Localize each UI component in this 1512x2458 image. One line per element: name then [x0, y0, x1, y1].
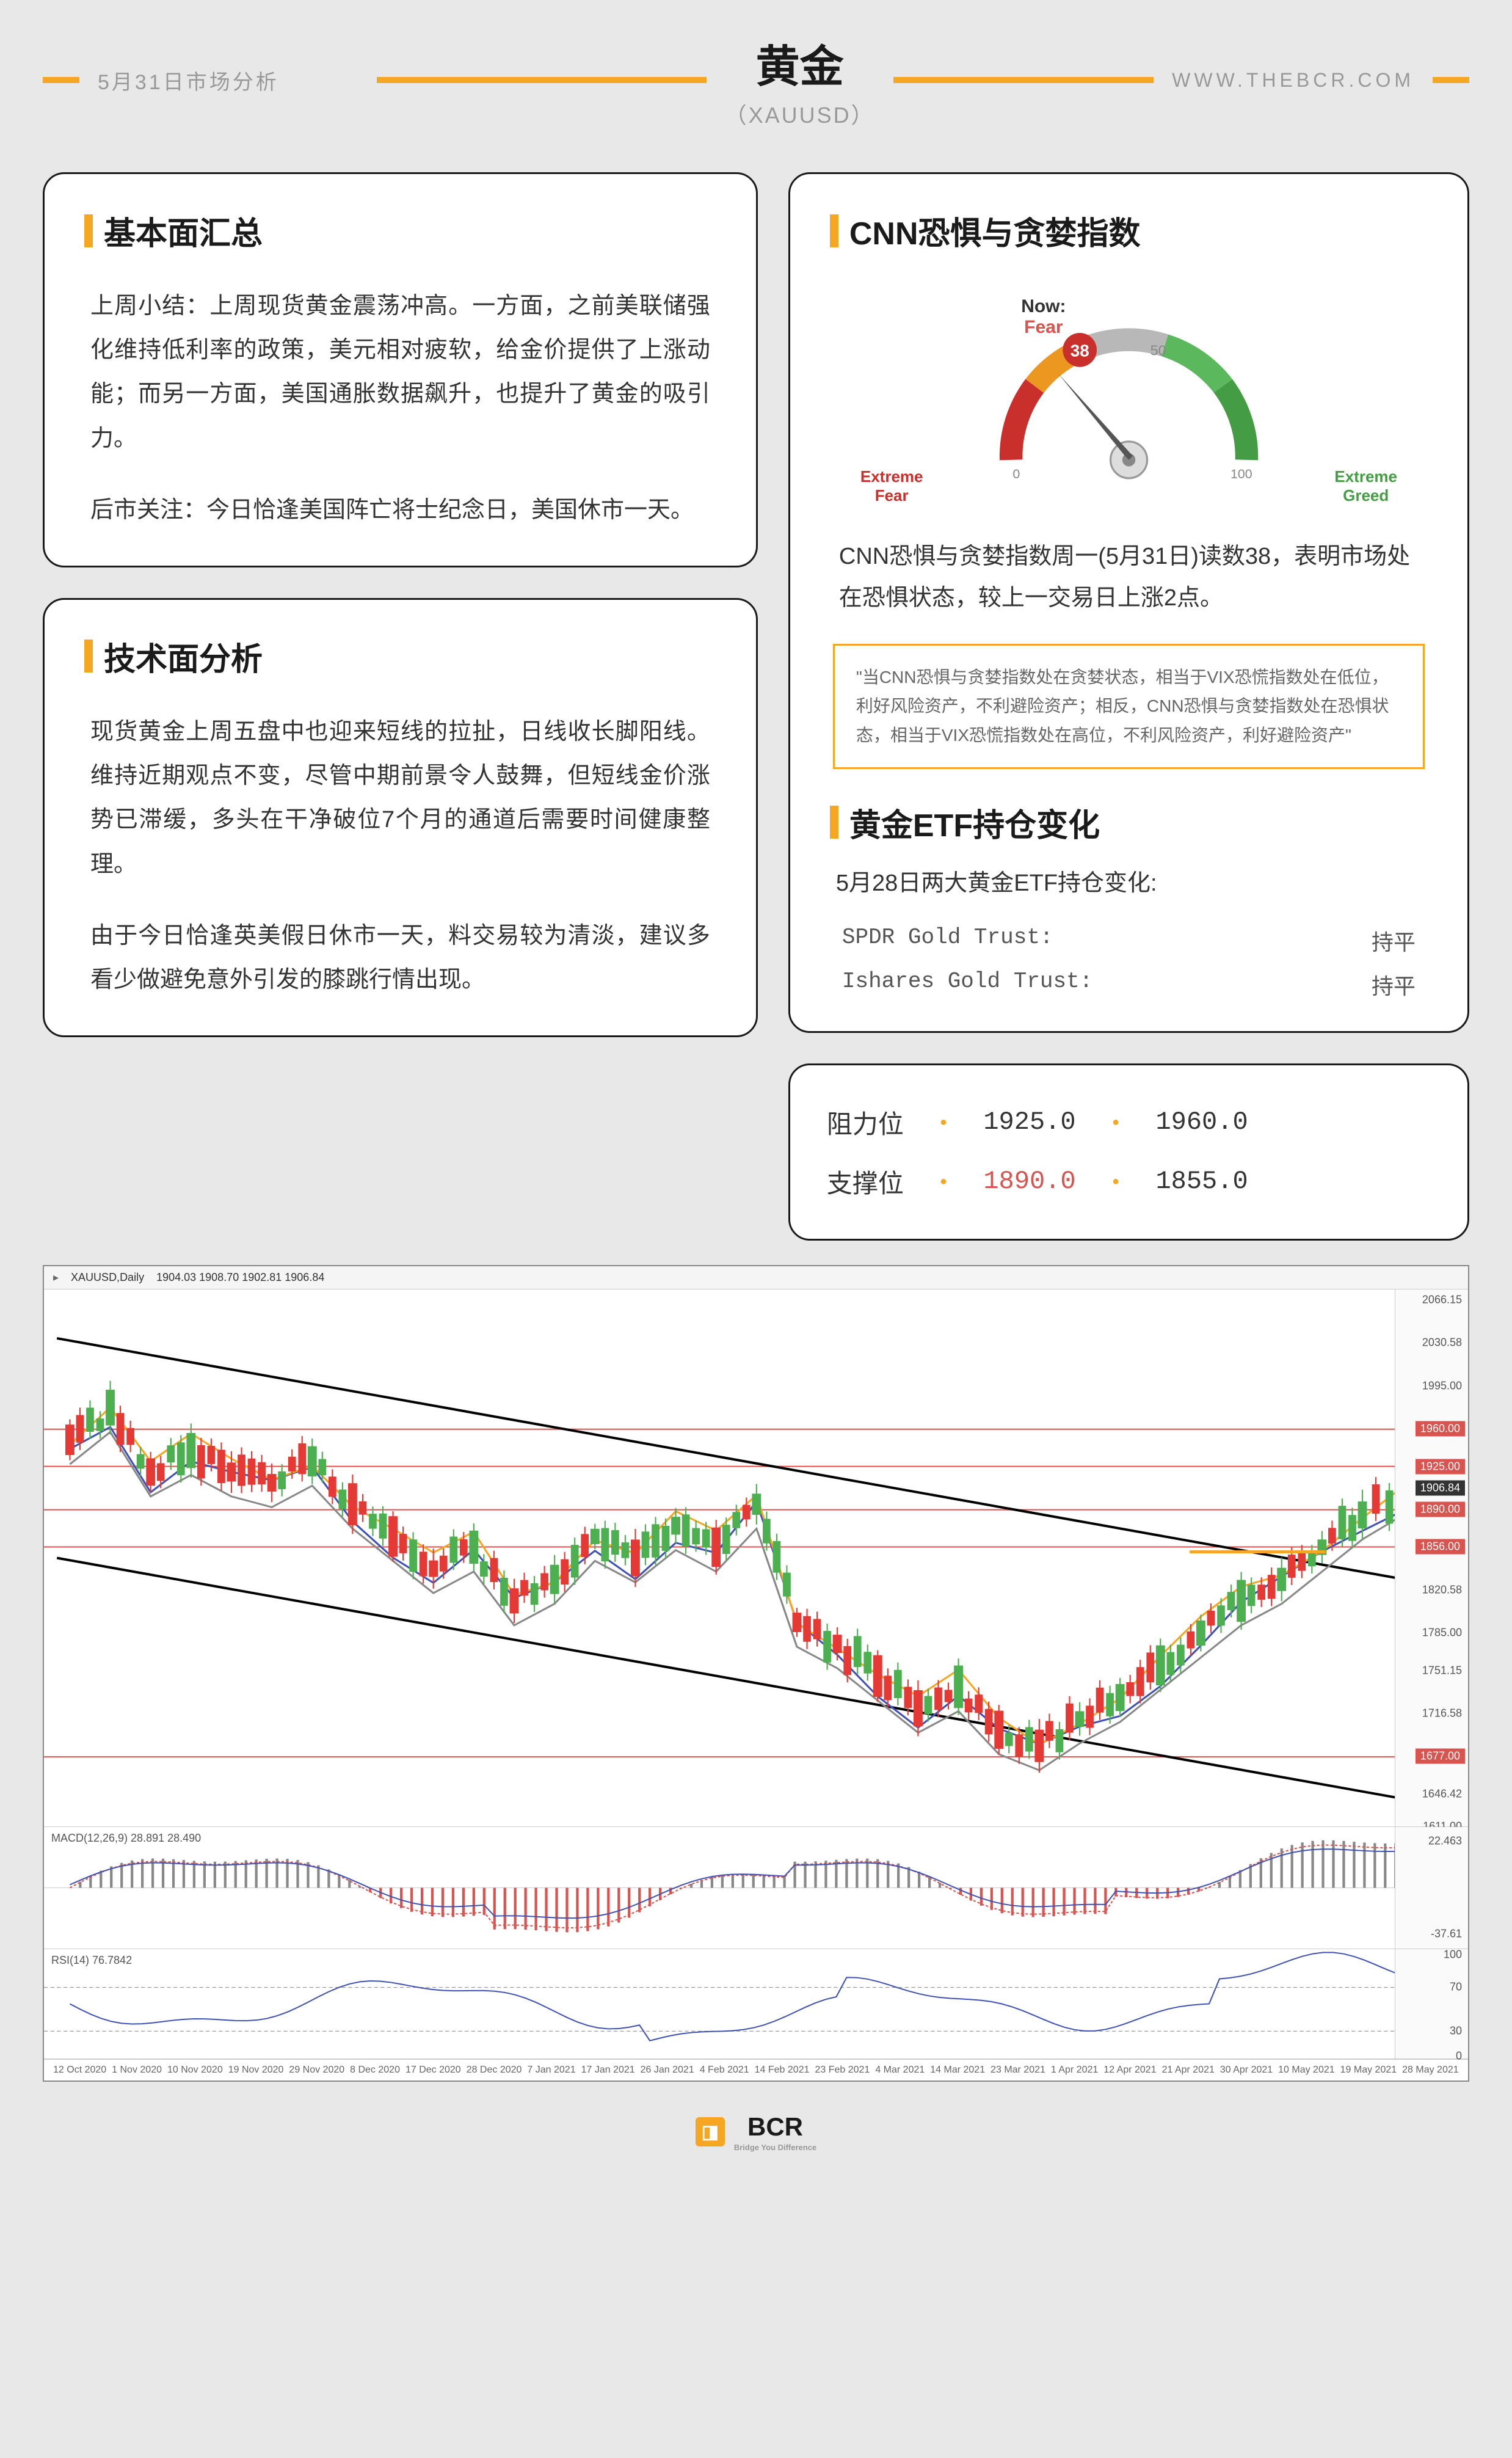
site-url: WWW.THEBCR.COM — [1172, 69, 1414, 92]
chart-symbol: XAUUSD,Daily — [71, 1271, 144, 1284]
accent-bar — [830, 214, 838, 247]
y-axis: 2066.152030.581995.001960.001925.001906.… — [1395, 1289, 1468, 1826]
rsi-chart — [44, 1949, 1468, 2059]
paragraph: 上周小结：上周现货黄金震荡冲高。一方面，之前美联储强化维持低利率的政策，美元相对… — [90, 284, 710, 461]
paragraph: 现货黄金上周五盘中也迎来短线的拉扯，日线收长脚阳线。维持近期观点不变，尽管中期前… — [90, 710, 710, 886]
page-title: 黄金 — [725, 31, 875, 95]
bullet-icon: ● — [940, 1175, 947, 1189]
fear-greed-gauge: Now: Fear 38 50 0 100 — [830, 284, 1428, 523]
brand-tagline: Bridge You Difference — [734, 2143, 816, 2152]
macd-chart — [44, 1827, 1468, 1949]
support-1: 1890.0 — [969, 1167, 1091, 1196]
fundamentals-card: 基本面汇总 上周小结：上周现货黄金震荡冲高。一方面，之前美联储强化维持低利率的政… — [43, 172, 758, 567]
y-axis: 22.463-37.61 — [1395, 1827, 1468, 1949]
extreme-greed-label: Extreme Greed — [1334, 467, 1397, 505]
resistance-2: 1960.0 — [1141, 1107, 1263, 1137]
date-axis: 12 Oct 20201 Nov 202010 Nov 202019 Nov 2… — [44, 2059, 1468, 2081]
chart-header: ▸ XAUUSD,Daily 1904.03 1908.70 1902.81 1… — [44, 1266, 1468, 1289]
gauge-svg: 38 50 0 100 — [848, 296, 1409, 480]
chart-ohlc: 1904.03 1908.70 1902.81 1906.84 — [156, 1271, 324, 1284]
gauge-value: 38 — [1070, 341, 1089, 360]
candlestick-chart — [44, 1289, 1468, 1826]
svg-text:0: 0 — [1012, 467, 1020, 480]
etf-subtitle: 5月28日两大黄金ETF持仓变化: — [836, 864, 1422, 897]
paragraph: 后市关注：今日恰逢美国阵亡将士纪念日，美国休市一天。 — [90, 488, 710, 532]
section-title: 基本面汇总 — [104, 208, 263, 253]
etf-row: Ishares Gold Trust:持平 — [830, 963, 1428, 1007]
page-footer: ◨ BCR Bridge You Difference — [43, 2112, 1469, 2152]
accent-bar — [84, 214, 93, 247]
resistance-label: 阻力位 — [827, 1104, 918, 1141]
section-title: 技术面分析 — [104, 633, 263, 679]
etf-row: SPDR Gold Trust:持平 — [830, 919, 1428, 963]
report-date: 5月31日市场分析 — [98, 65, 358, 95]
resistance-1: 1925.0 — [969, 1107, 1091, 1137]
levels-card: 阻力位 ● 1925.0 ● 1960.0 支撑位 ● 1890.0 ● 185… — [788, 1063, 1469, 1241]
rsi-panel: RSI(14) 76.7842 10070300 — [44, 1949, 1468, 2059]
page-header: 5月31日市场分析 黄金 （XAUUSD） WWW.THEBCR.COM — [43, 31, 1469, 129]
cnn-description: CNN恐惧与贪婪指数周一(5月31日)读数38，表明市场处在恐惧状态，较上一交易… — [830, 536, 1428, 619]
bullet-icon: ● — [940, 1115, 947, 1129]
y-axis: 10070300 — [1395, 1949, 1468, 2059]
main-price-panel: 2066.152030.581995.001960.001925.001906.… — [44, 1289, 1468, 1827]
bullet-icon: ● — [1112, 1115, 1119, 1129]
page-subtitle: （XAUUSD） — [725, 98, 875, 129]
cnn-fear-greed-card: CNN恐惧与贪婪指数 Now: Fear 38 — [788, 172, 1469, 1033]
svg-text:50: 50 — [1150, 342, 1166, 358]
cnn-quote: "当CNN恐惧与贪婪指数处在贪婪状态，相当于VIX恐慌指数处在低位，利好风险资产… — [833, 644, 1425, 769]
section-title: CNN恐惧与贪婪指数 — [849, 208, 1141, 253]
support-label: 支撑位 — [827, 1163, 918, 1200]
gauge-state-label: Fear — [1024, 317, 1063, 337]
accent-bar — [84, 640, 93, 673]
svg-text:100: 100 — [1230, 467, 1252, 480]
macd-panel: MACD(12,26,9) 28.891 28.490 22.463-37.61 — [44, 1827, 1468, 1949]
price-chart-container: ▸ XAUUSD,Daily 1904.03 1908.70 1902.81 1… — [43, 1265, 1469, 2082]
accent-bar — [377, 77, 707, 83]
accent-bar — [893, 77, 1154, 83]
title-block: 黄金 （XAUUSD） — [725, 31, 875, 129]
bullet-icon: ● — [1112, 1175, 1119, 1189]
accent-bar — [1433, 77, 1469, 83]
accent-bar — [830, 806, 838, 839]
gauge-now-label: Now: — [1021, 296, 1066, 316]
brand-icon: ◨ — [696, 2117, 725, 2146]
brand-name: BCR — [734, 2112, 816, 2142]
paragraph: 由于今日恰逢英美假日休市一天，料交易较为清淡，建议多看少做避免意外引发的膝跳行情… — [90, 914, 710, 1002]
extreme-fear-label: Extreme Fear — [860, 467, 923, 505]
section-title: 黄金ETF持仓变化 — [849, 800, 1100, 845]
technical-card: 技术面分析 现货黄金上周五盘中也迎来短线的拉扯，日线收长脚阳线。维持近期观点不变… — [43, 598, 758, 1037]
support-2: 1855.0 — [1141, 1167, 1263, 1196]
accent-bar — [43, 77, 79, 83]
chart-expand-icon[interactable]: ▸ — [53, 1271, 59, 1284]
